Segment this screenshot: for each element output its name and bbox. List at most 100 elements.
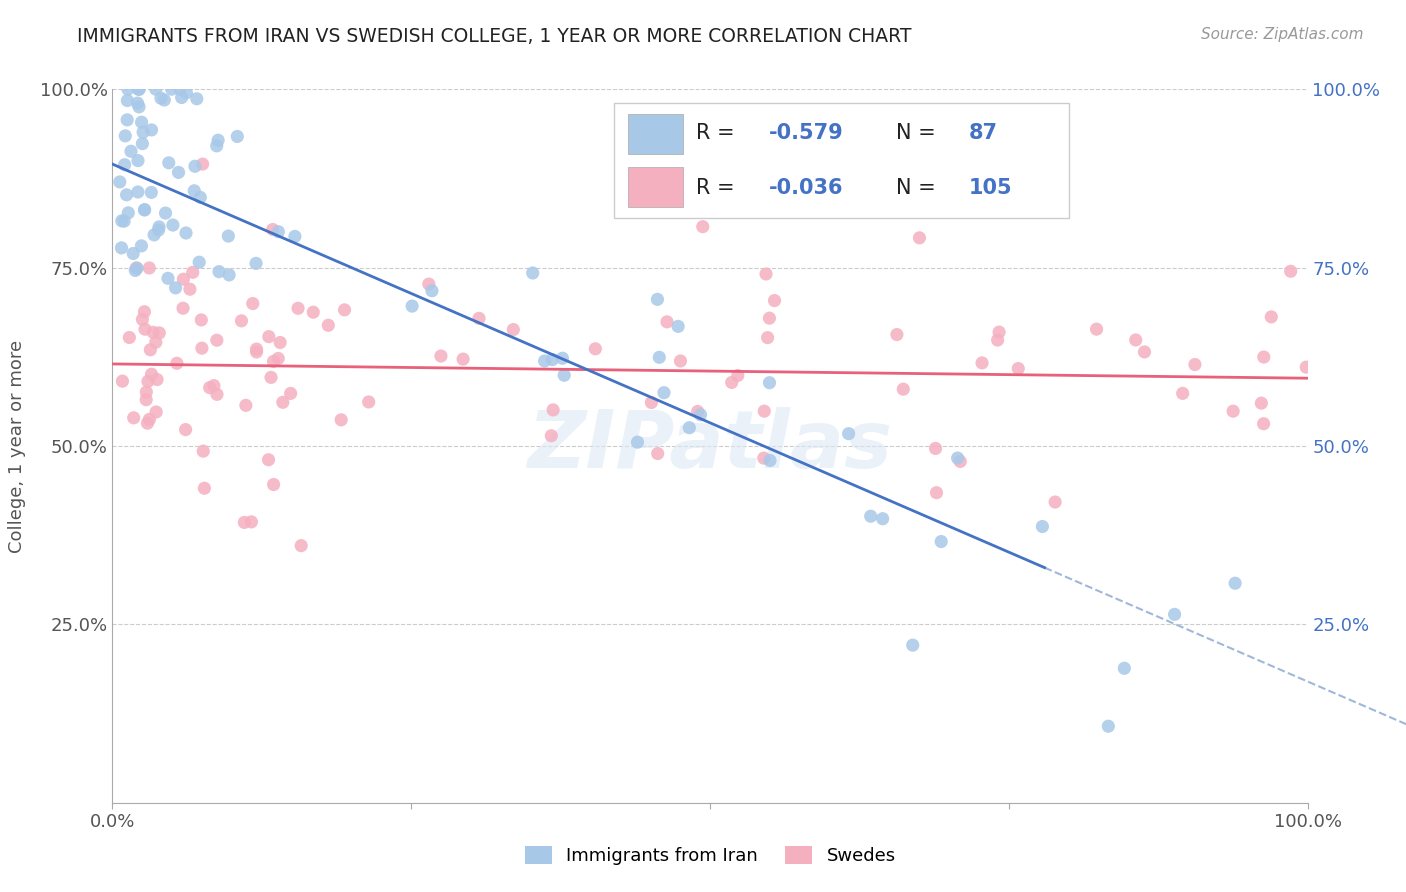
Point	[122, 410, 145, 425]
Point	[217, 229, 239, 244]
Point	[522, 266, 544, 280]
Point	[174, 226, 197, 240]
Point	[666, 319, 689, 334]
Point	[692, 219, 714, 234]
Point	[1043, 495, 1066, 509]
Point	[401, 299, 423, 313]
Point	[184, 159, 207, 173]
Point	[135, 385, 157, 400]
Point	[205, 333, 228, 347]
Point	[1253, 417, 1275, 431]
Point	[257, 329, 280, 343]
Point	[583, 342, 606, 356]
Point	[245, 342, 267, 356]
Point	[117, 94, 139, 108]
Point	[138, 260, 160, 275]
Point	[755, 267, 778, 281]
Point	[924, 442, 946, 456]
Point	[754, 404, 776, 418]
Point	[226, 129, 249, 144]
Point	[686, 404, 709, 418]
Point	[689, 408, 711, 422]
Point	[1114, 661, 1136, 675]
Point	[284, 229, 307, 244]
Point	[166, 356, 188, 370]
Legend: Immigrants from Iran, Swedes: Immigrants from Iran, Swedes	[517, 838, 903, 872]
Point	[135, 392, 157, 407]
Point	[451, 352, 474, 367]
Point	[145, 405, 167, 419]
Point	[502, 322, 524, 336]
Point	[170, 90, 193, 104]
Point	[145, 82, 167, 96]
Point	[1097, 719, 1119, 733]
Point	[148, 223, 170, 237]
Point	[218, 268, 240, 282]
Point	[207, 133, 229, 147]
Point	[141, 186, 163, 200]
Point	[120, 145, 142, 159]
Point	[949, 454, 972, 468]
Point	[134, 202, 156, 217]
Text: IMMIGRANTS FROM IRAN VS SWEDISH COLLEGE, 1 YEAR OR MORE CORRELATION CHART: IMMIGRANTS FROM IRAN VS SWEDISH COLLEGE,…	[77, 27, 912, 45]
Point	[1250, 396, 1272, 410]
Text: ZIPatlas: ZIPatlas	[527, 407, 893, 485]
Point	[1031, 519, 1053, 533]
Point	[111, 214, 134, 228]
Point	[174, 423, 197, 437]
Point	[302, 305, 325, 319]
Point	[231, 314, 253, 328]
Point	[145, 335, 167, 350]
Point	[139, 343, 162, 357]
Point	[190, 313, 212, 327]
Point	[127, 96, 149, 111]
Point	[929, 534, 952, 549]
Point	[267, 225, 290, 239]
Point	[181, 265, 204, 279]
Point	[626, 435, 648, 450]
Point	[752, 451, 775, 466]
Point	[647, 446, 669, 460]
Point	[263, 477, 285, 491]
Point	[191, 157, 214, 171]
Point	[156, 271, 179, 285]
Point	[540, 429, 562, 443]
Point	[233, 516, 256, 530]
Point	[838, 426, 860, 441]
Point	[134, 202, 156, 217]
Point	[245, 256, 267, 270]
Point	[235, 398, 257, 412]
Point	[262, 222, 284, 236]
Point	[193, 481, 215, 495]
Point	[112, 214, 135, 228]
Point	[167, 165, 190, 179]
Point	[1125, 333, 1147, 347]
Point	[141, 123, 163, 137]
Point	[148, 219, 170, 234]
Point	[280, 386, 302, 401]
Point	[263, 354, 285, 368]
Point	[652, 385, 675, 400]
Point	[132, 125, 155, 139]
Point	[669, 354, 692, 368]
Point	[202, 378, 225, 392]
Point	[125, 261, 148, 276]
Point	[541, 352, 564, 367]
Y-axis label: College, 1 year or more: College, 1 year or more	[7, 340, 25, 552]
Point	[118, 330, 141, 344]
Point	[1295, 360, 1317, 375]
Point	[134, 322, 156, 336]
Point	[901, 638, 924, 652]
Point	[131, 136, 153, 151]
Point	[987, 333, 1010, 347]
Point	[1028, 179, 1050, 194]
Point	[420, 284, 443, 298]
Point	[758, 311, 780, 326]
Point	[124, 263, 146, 277]
Point	[205, 138, 228, 153]
Point	[648, 351, 671, 365]
Point	[188, 255, 211, 269]
Text: Source: ZipAtlas.com: Source: ZipAtlas.com	[1201, 27, 1364, 42]
Point	[260, 370, 283, 384]
Point	[655, 315, 678, 329]
